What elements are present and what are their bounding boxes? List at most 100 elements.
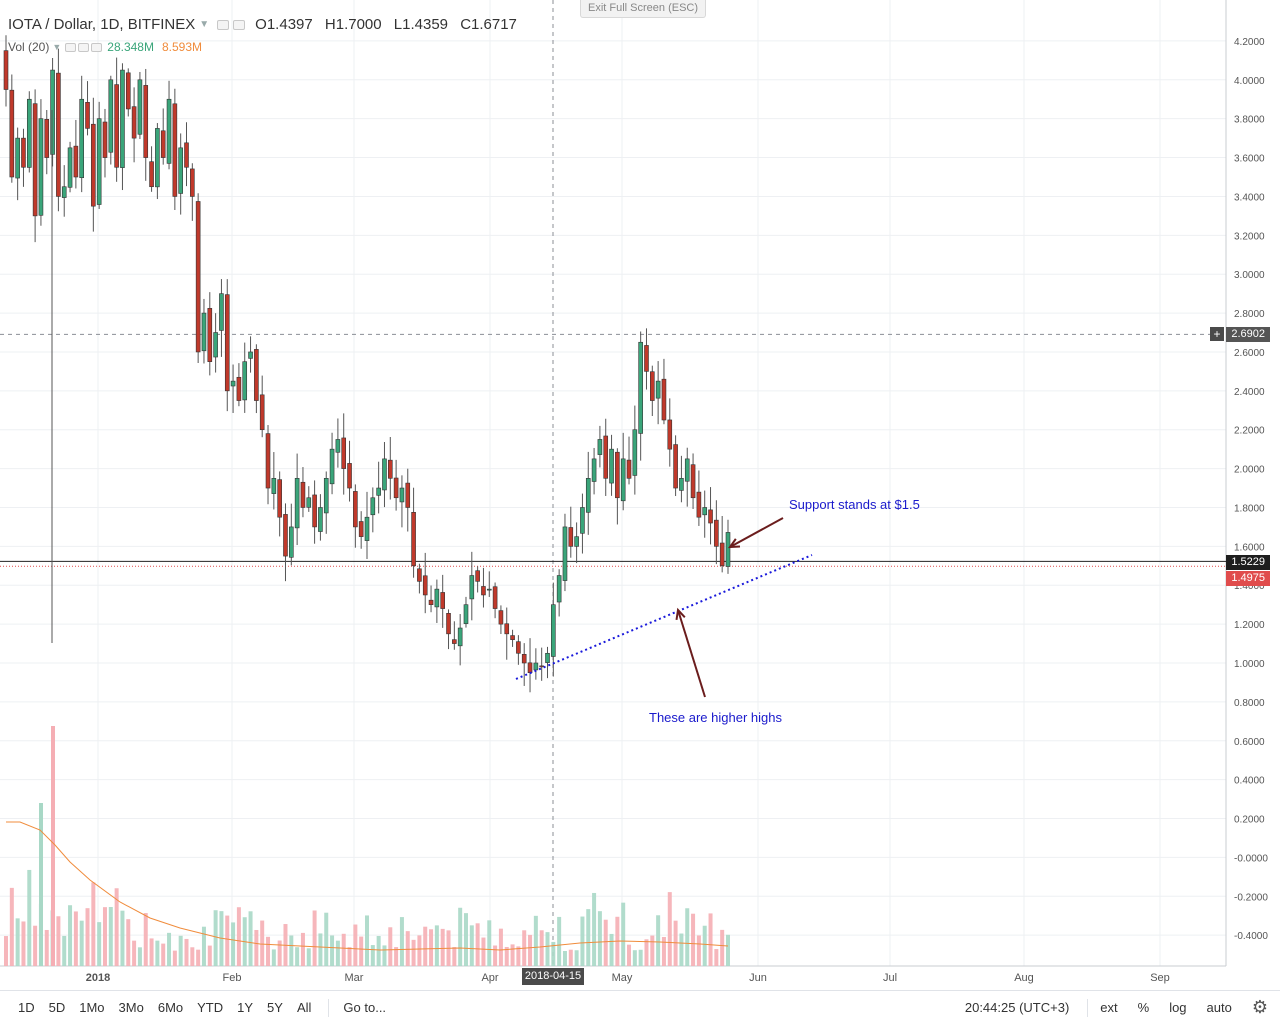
x-tick-label: Apr — [481, 972, 498, 984]
candle-body — [463, 604, 469, 624]
candle-body — [597, 439, 603, 455]
volume-bar — [539, 930, 544, 966]
volume-label[interactable]: Vol (20) — [8, 40, 50, 54]
candle-body — [376, 487, 381, 496]
log-toggle[interactable]: log — [1169, 1000, 1187, 1015]
candle-body — [219, 293, 224, 331]
volume-bar — [691, 913, 696, 966]
volume-bar — [399, 917, 404, 966]
candle-body — [67, 147, 73, 188]
volume-bar — [469, 925, 474, 966]
support-arrow-head — [727, 538, 741, 549]
symbol-dropdown-icon[interactable]: ▼ — [199, 19, 210, 30]
candle-body — [172, 103, 178, 197]
volume-dropdown-icon[interactable]: ▼ — [52, 42, 62, 52]
current-price-tag: 1.5229 — [1226, 555, 1270, 570]
volume-bar — [149, 938, 154, 966]
volume-bar — [201, 926, 206, 966]
timeframe-all[interactable]: All — [296, 1000, 312, 1015]
volume-ma-value: 8.593M — [161, 40, 203, 54]
x-tick-label: Aug — [1014, 972, 1034, 984]
gear-icon[interactable]: ⚙ — [1251, 997, 1268, 1017]
candle-body — [399, 487, 405, 503]
volume-bar — [161, 943, 166, 966]
symbol-title[interactable]: IOTA / Dollar, 1D, BITFINEX — [8, 16, 196, 33]
candle-body — [638, 341, 643, 434]
candle-body — [475, 570, 480, 582]
timeframe-3mo[interactable]: 3Mo — [118, 1000, 144, 1015]
volume-bar — [609, 933, 614, 966]
timeframe-1d[interactable]: 1D — [18, 1000, 35, 1015]
volume-bar — [533, 915, 538, 966]
y-tick-label: 2.8000 — [1234, 309, 1265, 320]
volume-bar — [225, 915, 230, 966]
timeframe-ytd[interactable]: YTD — [197, 1000, 224, 1015]
exit-fullscreen-button[interactable]: Exit Full Screen (ESC) — [580, 0, 706, 18]
volume-bar — [324, 912, 329, 966]
volume-bar — [9, 887, 14, 966]
timeframe-6mo[interactable]: 6Mo — [157, 1000, 184, 1015]
volume-bar — [388, 927, 393, 966]
candle-body — [353, 491, 358, 528]
volume-bar — [266, 936, 271, 966]
volume-bar — [545, 932, 550, 966]
volume-hide-icon[interactable] — [78, 42, 90, 52]
candle-body — [329, 448, 335, 485]
volume-bar — [557, 916, 562, 966]
volume-spike — [51, 726, 55, 966]
volume-bar — [376, 935, 381, 966]
volume-close-icon[interactable] — [91, 42, 103, 52]
timeframe-5y[interactable]: 5Y — [267, 1000, 283, 1015]
clock-display[interactable]: 20:44:25 (UTC+3) — [964, 1000, 1070, 1015]
percent-toggle[interactable]: % — [1137, 1000, 1150, 1015]
volume-bar — [271, 949, 276, 966]
candle-body — [79, 98, 84, 179]
candle-body — [224, 294, 230, 392]
volume-bar — [685, 908, 690, 966]
open-value: O1.4397 — [255, 16, 313, 33]
y-tick-label: 1.2000 — [1234, 620, 1265, 631]
y-tick-label: -0.2000 — [1234, 892, 1268, 903]
goto-button[interactable]: Go to... — [343, 1000, 387, 1015]
timeframe-5d[interactable]: 5D — [48, 1000, 66, 1015]
hide-mini-icon[interactable] — [233, 19, 246, 30]
volume-bar — [621, 902, 626, 966]
candle-body — [102, 121, 108, 158]
auto-toggle[interactable]: auto — [1206, 1000, 1232, 1015]
candle-body — [492, 586, 498, 609]
candle-body — [44, 119, 50, 158]
volume-settings-icon[interactable] — [65, 42, 77, 52]
y-tick-label: 4.0000 — [1234, 76, 1265, 87]
add-alert-button[interactable]: + — [1210, 327, 1224, 341]
ext-toggle[interactable]: ext — [1100, 1000, 1118, 1015]
volume-bar — [370, 945, 375, 966]
chart-area[interactable]: 4.2000 4.0000 3.8000 3.6000 3.4000 3.2000 3.00… — [0, 0, 1280, 990]
volume-bar — [27, 869, 32, 966]
x-tick-label: May — [612, 972, 633, 984]
volume-bar — [481, 937, 486, 966]
candle-body — [358, 521, 364, 537]
volume-bar — [56, 916, 61, 966]
candle-body — [696, 491, 702, 518]
candle-body — [533, 662, 539, 671]
volume-bar — [603, 919, 608, 966]
volume-bar — [21, 921, 26, 966]
candle-body — [504, 623, 510, 635]
volume-spike — [39, 803, 43, 966]
volume-bar — [289, 935, 294, 966]
candle-body — [160, 130, 166, 158]
candle-body — [527, 662, 533, 674]
volume-bar — [33, 925, 38, 966]
candle-body — [434, 588, 440, 608]
candlestick-chart[interactable]: 4.2000 4.0000 3.8000 3.6000 3.4000 3.2000 3.00… — [0, 0, 1280, 990]
y-tick-label: -0.4000 — [1234, 931, 1268, 942]
candle-body — [644, 345, 649, 372]
volume-bar — [143, 913, 148, 966]
timeframe-1y[interactable]: 1Y — [237, 1000, 254, 1015]
settings-mini-icon[interactable] — [217, 19, 230, 30]
candle-body — [125, 72, 131, 110]
candle-body — [411, 512, 416, 567]
volume-bar — [155, 940, 160, 966]
timeframe-1mo[interactable]: 1Mo — [79, 1000, 105, 1015]
candle-body — [312, 494, 317, 528]
